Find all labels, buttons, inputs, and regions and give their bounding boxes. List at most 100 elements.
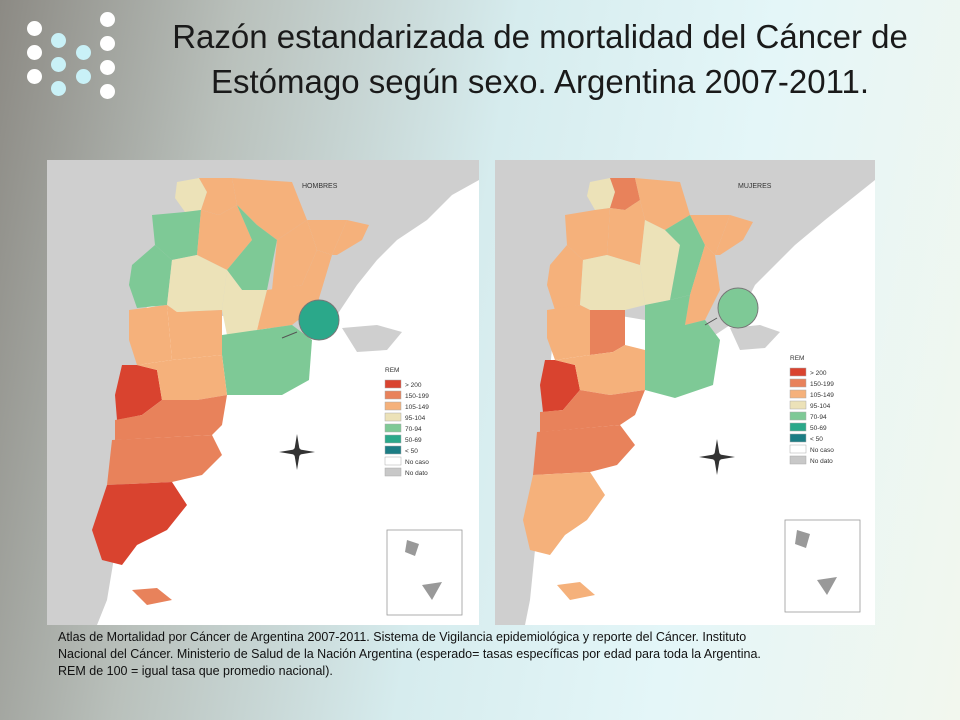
legend-swatch (789, 422, 807, 432)
province (272, 220, 317, 290)
legend-swatch (384, 390, 402, 400)
legend-label: No dato (810, 458, 833, 465)
legend-swatch (384, 445, 402, 455)
legend-swatch (789, 411, 807, 421)
province (587, 178, 615, 210)
legend-label: > 200 (810, 370, 827, 377)
legend-item: 95-104 (789, 400, 831, 410)
legend-swatch (384, 379, 402, 389)
neighbor-land (342, 325, 402, 352)
legend-swatch (384, 412, 402, 422)
legend-item: No caso (384, 456, 429, 466)
legend-swatch (384, 467, 402, 477)
province (715, 215, 753, 255)
province (685, 245, 720, 325)
legend-swatch (789, 444, 807, 454)
legend-hombres: REM > 200 150-199 105-149 95-104 (384, 367, 429, 477)
legend-label: > 200 (405, 382, 422, 389)
legend-item: 105-149 (384, 401, 429, 411)
decor-dot (51, 81, 66, 96)
legend-label: 70-94 (405, 426, 422, 433)
province (565, 208, 610, 260)
legend-item: < 50 (384, 445, 418, 455)
legend-swatch (789, 367, 807, 377)
legend-swatch (384, 423, 402, 433)
source-caption: Atlas de Mortalidad por Cáncer de Argent… (58, 629, 898, 680)
decor-dot (100, 12, 115, 27)
title-line-2: Estómago según sexo. Argentina 2007-2011… (210, 63, 870, 100)
caption-line-2: Nacional del Cáncer. Ministerio de Salud… (58, 647, 761, 661)
province (547, 245, 583, 310)
legend-label: 150-199 (810, 381, 834, 388)
province (610, 178, 640, 210)
province (557, 582, 595, 600)
legend-title: REM (790, 355, 804, 362)
inset-antarctica (386, 529, 463, 616)
province (635, 178, 690, 230)
legend-item: 70-94 (789, 411, 827, 421)
province (580, 255, 645, 310)
legend-item: < 50 (789, 433, 823, 443)
inset-arrow (281, 331, 298, 339)
province (607, 200, 645, 265)
legend-label: No caso (405, 459, 429, 466)
legend-swatch (384, 434, 402, 444)
legend-swatch (789, 389, 807, 399)
legend-item: No dato (384, 467, 428, 477)
legend-item: No caso (789, 444, 834, 454)
legend-item: 95-104 (384, 412, 426, 422)
decor-dot (51, 57, 66, 72)
legend-swatch (789, 400, 807, 410)
province (690, 215, 730, 255)
legend-item: 50-69 (789, 422, 827, 432)
neighbor-land (730, 325, 780, 350)
inset-arrow (704, 317, 718, 326)
compass-rose-icon (699, 439, 735, 475)
legend-label: 95-104 (810, 403, 831, 410)
inset-antarctica-land (405, 540, 442, 600)
decor-dot (76, 45, 91, 60)
inset-buenos-aires (298, 299, 340, 341)
legend-swatch (789, 455, 807, 465)
compass-rose-icon (279, 434, 315, 470)
province (590, 310, 625, 355)
province (129, 245, 172, 308)
legend-item: > 200 (384, 379, 422, 389)
province (167, 305, 222, 360)
decor-dot (100, 84, 115, 99)
map-mujeres: MUJERES REM > 200 150-199 105-149 95-1 (495, 160, 875, 625)
province (197, 205, 252, 270)
legend-label: 50-69 (405, 437, 422, 444)
caption-line-1: Atlas de Mortalidad por Cáncer de Argent… (58, 630, 747, 644)
decor-dot (100, 60, 115, 75)
decor-dot (27, 21, 42, 36)
legend-swatch (789, 378, 807, 388)
province (222, 270, 267, 335)
province (640, 220, 680, 305)
province (115, 395, 227, 440)
province (540, 390, 645, 432)
province (152, 210, 201, 260)
legend-title: REM (385, 367, 399, 374)
map-title-mujeres: MUJERES (738, 183, 772, 190)
decor-dot (100, 36, 115, 51)
province (257, 250, 332, 330)
province (227, 205, 277, 290)
province (533, 425, 635, 475)
map-title-hombres: HOMBRES (302, 183, 338, 190)
legend-item: 150-199 (384, 390, 429, 400)
province (92, 482, 187, 565)
legend-label: No caso (810, 447, 834, 454)
legend-item: 105-149 (789, 389, 834, 399)
legend-item: 150-199 (789, 378, 834, 388)
province (137, 355, 227, 400)
legend-item: > 200 (789, 367, 827, 377)
province (115, 365, 162, 420)
decor-dot (76, 69, 91, 84)
decorative-dot-pattern (14, 12, 124, 112)
province (199, 178, 237, 215)
province (132, 588, 172, 605)
province (555, 345, 645, 395)
legend-label: No dato (405, 470, 428, 477)
legend-swatch (789, 433, 807, 443)
